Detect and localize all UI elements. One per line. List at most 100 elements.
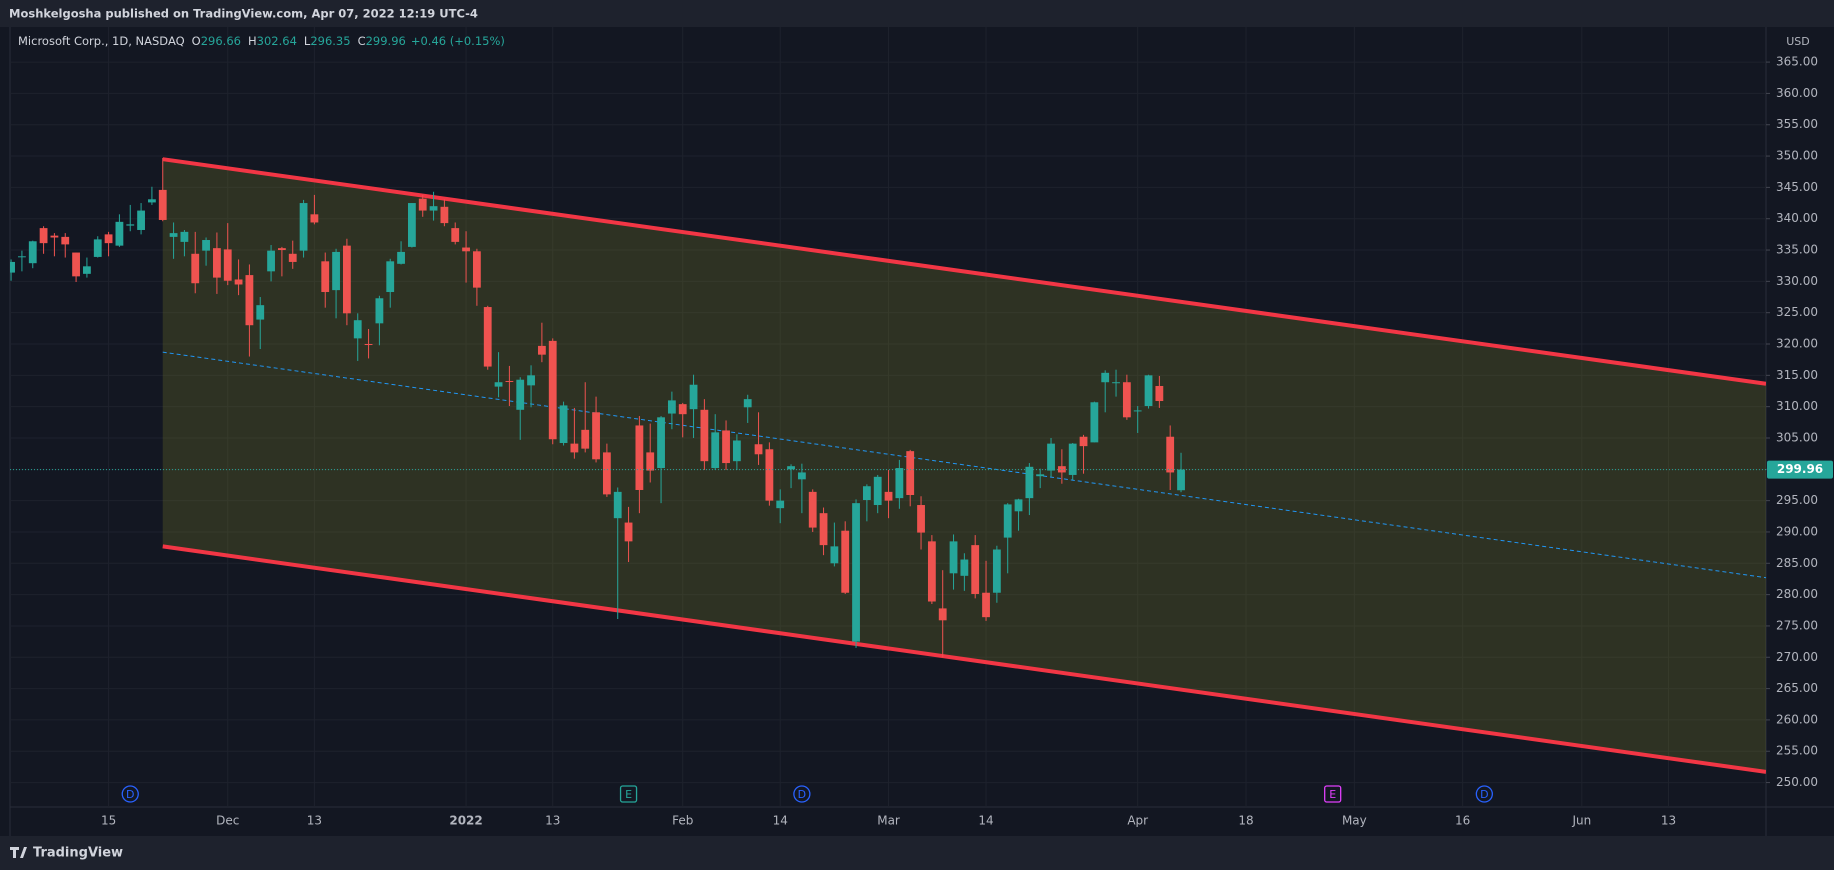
last-price-tag <box>1767 460 1833 479</box>
candle-body <box>754 444 763 455</box>
event-label: D <box>126 788 134 801</box>
candle-body <box>1112 382 1120 384</box>
candle-body <box>462 247 470 252</box>
candle-body <box>1068 443 1077 475</box>
candle-body <box>18 256 26 258</box>
candle-body <box>548 340 557 440</box>
candle-body <box>245 275 254 326</box>
candle-body <box>169 233 178 237</box>
y-tick-label: 360.00 <box>1776 86 1818 100</box>
candle-body <box>191 253 200 284</box>
x-tick-label: 13 <box>545 814 560 828</box>
candle-body <box>808 491 817 528</box>
candle-body <box>343 245 351 314</box>
y-tick-label: 325.00 <box>1776 305 1818 319</box>
candle-body <box>483 307 492 367</box>
candle-body <box>267 250 275 272</box>
candle-body <box>711 432 720 469</box>
footer-bar <box>0 836 1834 870</box>
candle-body <box>992 549 1001 593</box>
candle-body <box>83 266 91 274</box>
candles <box>10 157 1766 658</box>
candle-body <box>451 228 460 242</box>
candle-body <box>884 491 893 501</box>
y-tick-label: 335.00 <box>1776 243 1818 257</box>
legend-ohlc-value: 299.96 <box>366 34 406 48</box>
x-tick-label: May <box>1342 814 1367 828</box>
candle-body <box>1036 474 1045 477</box>
candle-body <box>397 251 405 264</box>
x-tick-label: 13 <box>1661 814 1676 828</box>
candle-body <box>494 382 503 387</box>
channel-lower <box>162 544 1766 774</box>
candle-body <box>472 251 481 288</box>
candle-body <box>332 251 340 291</box>
channel-upper <box>162 157 1766 386</box>
candle-body <box>797 472 806 480</box>
y-tick-label: 355.00 <box>1776 117 1818 131</box>
event-label: E <box>625 788 632 801</box>
candle-body <box>256 305 265 320</box>
x-tick-label: 14 <box>978 814 993 828</box>
y-tick-label: 310.00 <box>1776 399 1818 413</box>
candle-body <box>1057 466 1066 473</box>
candle-body <box>559 405 568 443</box>
legend-ohlc-value: 296.35 <box>310 34 350 48</box>
candle-body <box>516 379 525 410</box>
event-label: D <box>798 788 806 801</box>
candle-body <box>1101 372 1110 383</box>
y-tick-label: 290.00 <box>1776 524 1818 538</box>
candle-body <box>61 236 70 245</box>
candle-body <box>72 252 80 277</box>
candle-body <box>689 384 698 410</box>
candle-body <box>375 298 384 324</box>
channel <box>162 157 1766 774</box>
candle-body <box>830 546 839 564</box>
candle-body <box>39 228 48 244</box>
candle-body <box>429 206 438 211</box>
candle-body <box>321 261 330 293</box>
candle-body <box>613 491 622 519</box>
candle-body <box>115 221 124 246</box>
candle-body <box>180 231 189 242</box>
candle-body <box>743 399 752 408</box>
legend-ohlc-value: 296.66 <box>201 34 241 48</box>
candle-body <box>841 530 850 593</box>
grid <box>10 27 1766 807</box>
x-tick-label: 14 <box>773 814 788 828</box>
event-marker <box>619 785 638 803</box>
published-text: Moshkelgosha published on TradingView.co… <box>9 7 478 21</box>
candle-body <box>927 541 936 602</box>
candle-body <box>602 452 611 495</box>
y-tick-label: 330.00 <box>1776 274 1818 288</box>
candle-body <box>234 279 243 285</box>
candle-body <box>223 249 232 281</box>
candle-body <box>776 500 785 509</box>
candle-body <box>732 440 741 462</box>
candle-body <box>1155 385 1164 402</box>
channel-fill <box>162 159 1766 772</box>
logo-icon <box>10 847 27 858</box>
candle-body <box>1090 402 1099 443</box>
legend-ohlc-key: O <box>192 34 201 48</box>
y-tick-label: 255.00 <box>1776 744 1818 758</box>
candle-body <box>592 412 600 460</box>
x-tick-label: 15 <box>101 814 116 828</box>
candle-body <box>917 505 925 533</box>
candle-body <box>895 468 904 499</box>
x-tick-label: 2022 <box>449 814 482 828</box>
legend-ohlc-key: L <box>304 34 311 48</box>
symbol-legend: Microsoft Corp., 1D, NASDAQ O296.66 H302.6… <box>18 34 505 48</box>
top-bar <box>0 0 1834 27</box>
event-label: E <box>1329 788 1336 801</box>
candle-body <box>938 608 947 621</box>
y-tick-label: 320.00 <box>1776 337 1818 351</box>
candle-body <box>137 210 145 230</box>
candle-body <box>906 451 915 495</box>
candle-body <box>93 239 102 257</box>
y-tick-label: 365.00 <box>1776 55 1818 69</box>
candle-body <box>288 253 297 262</box>
candle-body <box>862 486 871 501</box>
candle-body <box>537 345 546 355</box>
